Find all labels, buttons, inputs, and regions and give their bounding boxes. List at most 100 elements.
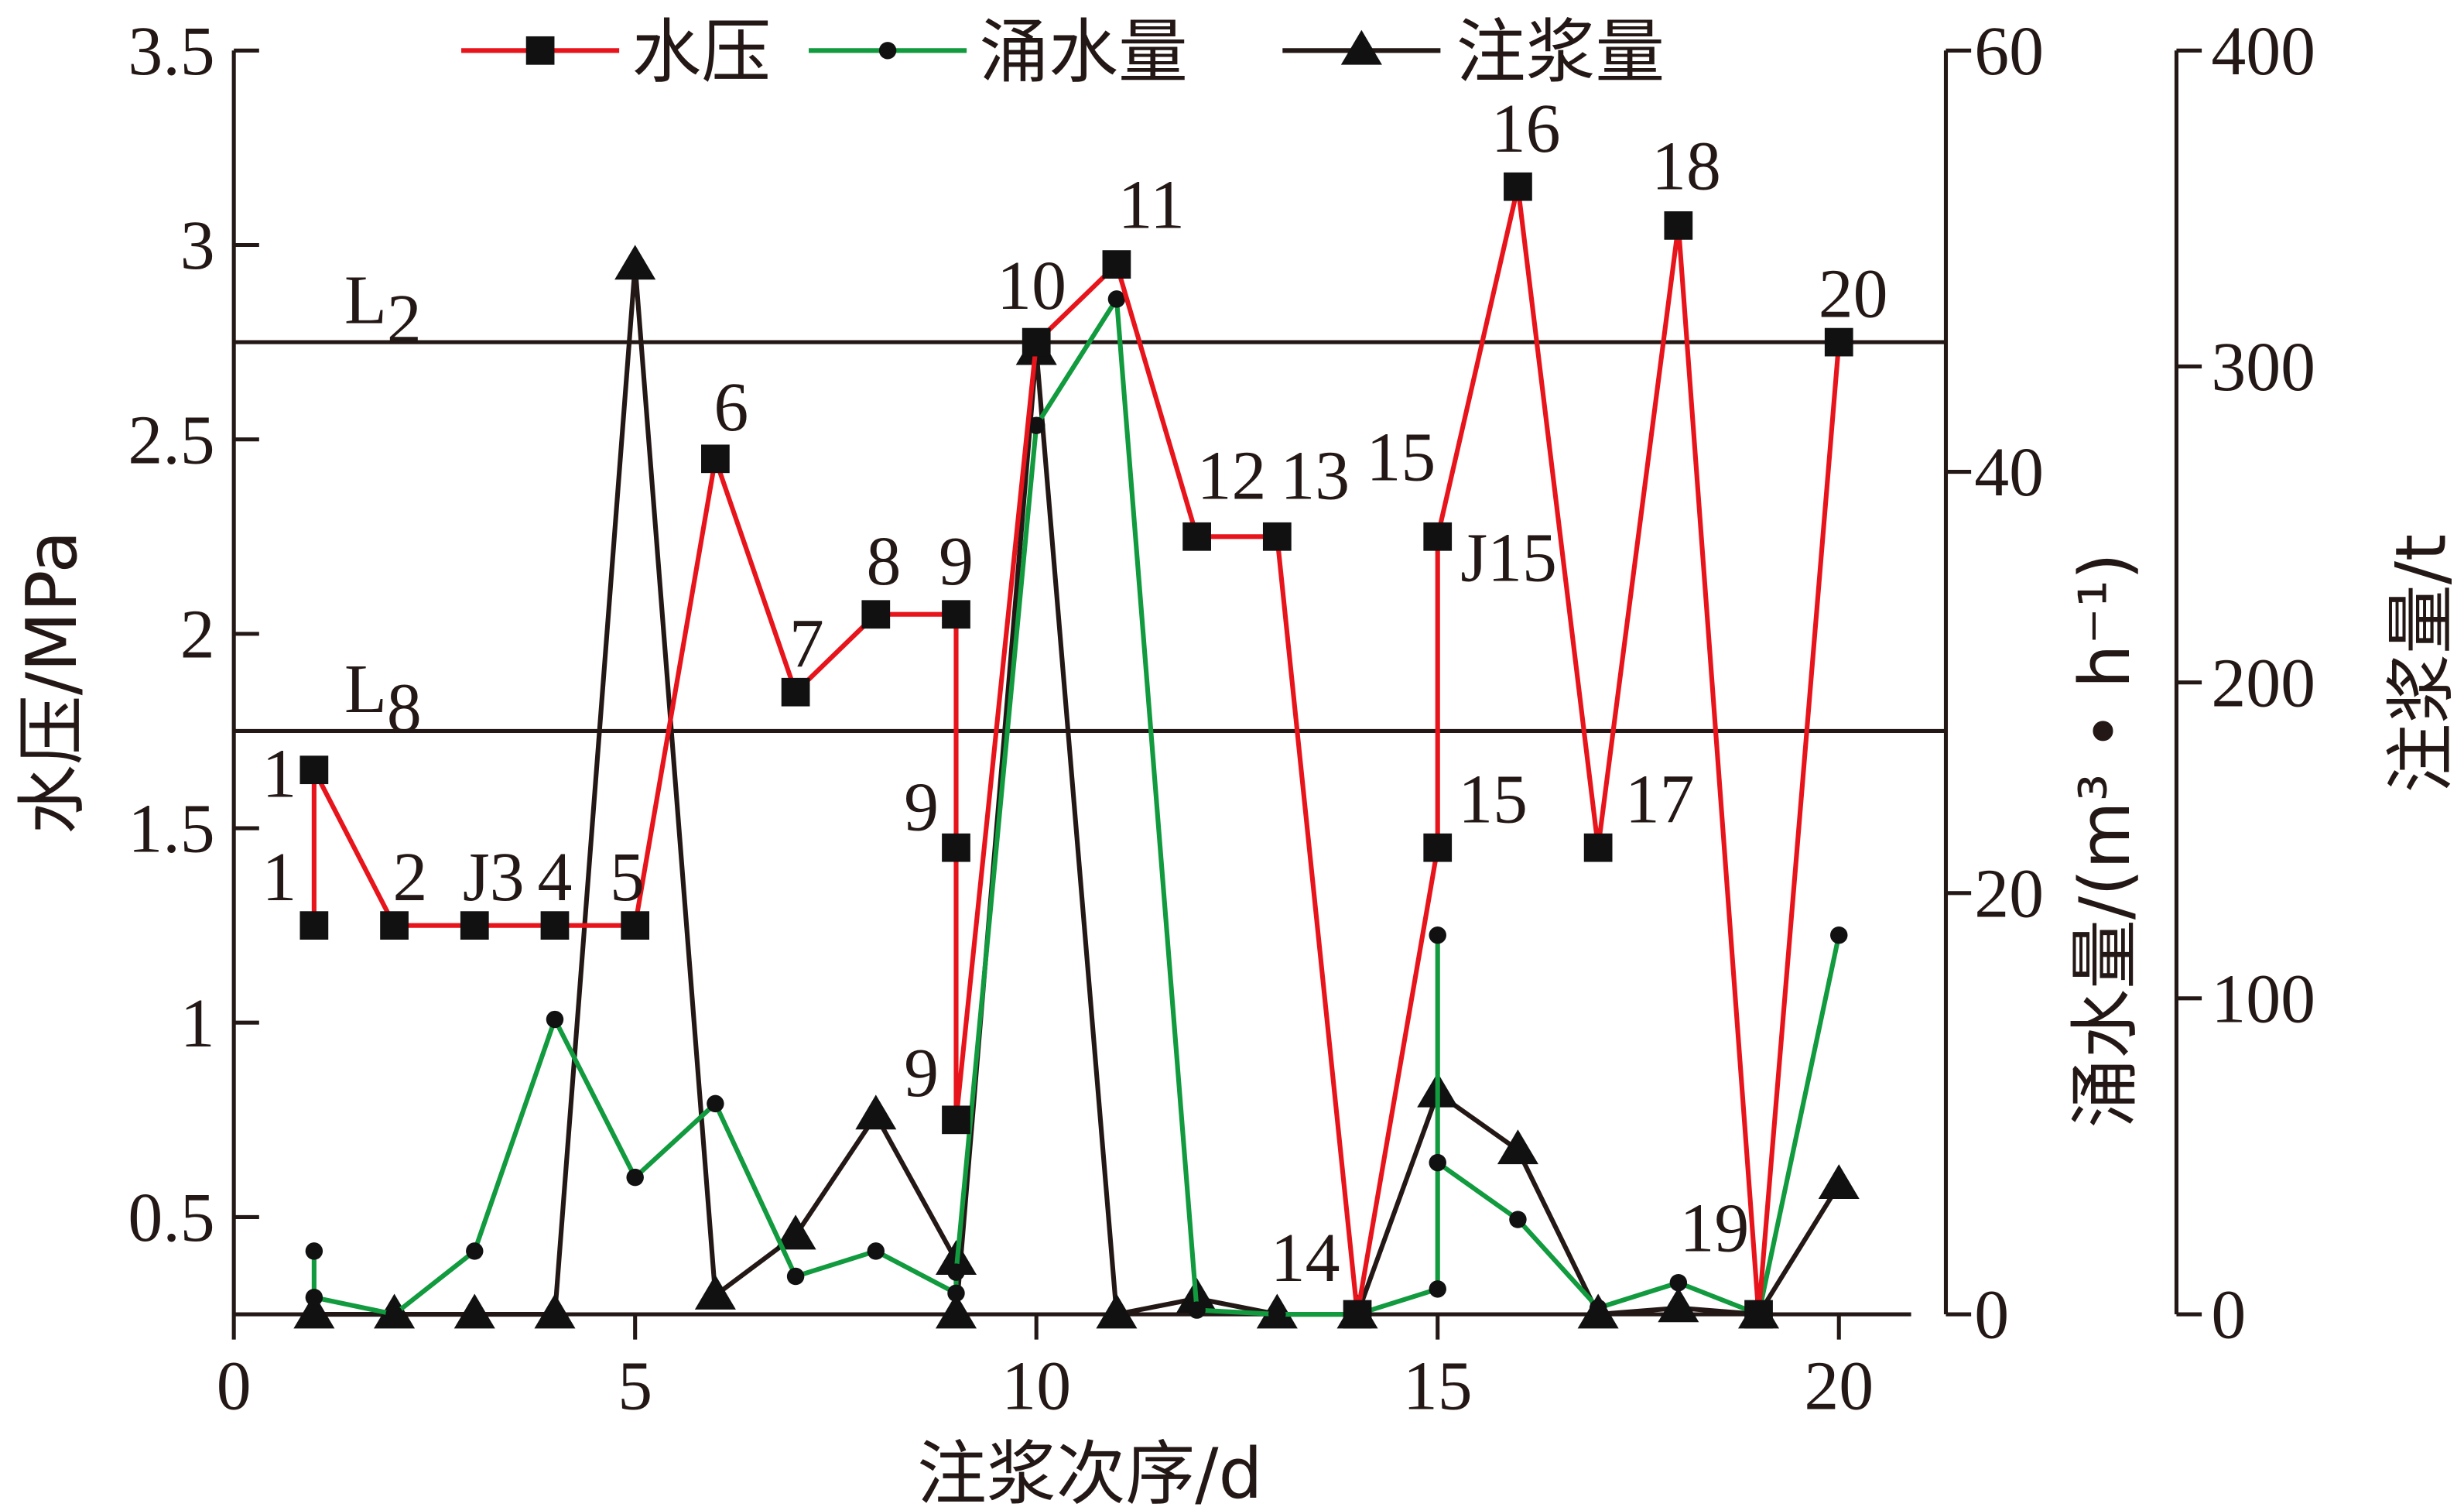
series-line (311, 292, 1842, 1318)
point-label: 18 (1651, 128, 1721, 204)
y-tick-label: 0.5 (128, 1180, 214, 1256)
marker (1262, 522, 1292, 551)
point-label: 7 (789, 606, 824, 683)
point-label: J3 (463, 839, 525, 916)
y3-tick-label: 200 (2211, 645, 2315, 721)
point-label: 9 (904, 769, 939, 846)
marker (1497, 1129, 1538, 1165)
legend-label: 涌水量 (979, 12, 1187, 93)
point-label: 20 (1819, 255, 1888, 332)
y-axis-label: 水压/MPa (12, 530, 93, 834)
marker (786, 1267, 805, 1286)
legend-label: 注浆量 (1456, 12, 1665, 93)
x-tick-label: 10 (1001, 1348, 1071, 1424)
marker (299, 911, 329, 940)
marker (293, 1293, 335, 1329)
marker (1027, 416, 1045, 434)
legend-marker (878, 42, 897, 60)
marker (621, 911, 650, 940)
marker (1429, 1153, 1446, 1172)
y2-tick-label: 40 (1974, 434, 2044, 511)
marker (861, 600, 891, 629)
marker (1107, 290, 1126, 308)
marker (855, 1094, 897, 1130)
point-label: 6 (714, 369, 748, 446)
marker (466, 1242, 484, 1260)
marker (1429, 926, 1446, 944)
marker (701, 444, 730, 474)
marker (781, 677, 810, 707)
y2-tick-label: 20 (1974, 855, 2044, 932)
y-tick-label: 1.5 (128, 791, 214, 868)
x-tick-label: 5 (618, 1348, 652, 1424)
marker (707, 1094, 724, 1113)
reference-label: L8 (344, 651, 422, 746)
point-label: 4 (538, 839, 573, 916)
marker (1664, 211, 1693, 240)
x-tick-label: 20 (1804, 1348, 1874, 1424)
legend-marker (1340, 29, 1382, 65)
marker (1589, 1299, 1607, 1317)
marker (1182, 522, 1211, 551)
y-tick-label: 2.5 (128, 402, 214, 478)
point-label: 11 (1118, 167, 1185, 244)
marker (1102, 250, 1131, 279)
reference-label-main: L (344, 651, 387, 728)
point-label: J15 (1460, 519, 1557, 596)
marker (546, 1010, 564, 1029)
y3-tick-label: 300 (2211, 329, 2315, 406)
point-label: 10 (997, 248, 1066, 324)
point-label: 9 (939, 523, 974, 600)
y-tick-label: 2 (180, 596, 215, 673)
y-tick-label: 1 (180, 985, 215, 1062)
marker (1343, 1300, 1372, 1329)
marker (460, 911, 489, 940)
marker (1583, 833, 1613, 862)
marker (1429, 1280, 1446, 1298)
y3-axis-label: 注浆量/t (2381, 534, 2462, 793)
y2-axis-label: 涌水量/(m³ • h⁻¹) (2065, 553, 2146, 1128)
marker (614, 245, 656, 280)
point-label: 2 (393, 839, 428, 916)
marker (1423, 522, 1453, 551)
y3-tick-label: 0 (2211, 1277, 2246, 1354)
marker (947, 1263, 965, 1281)
marker (1096, 1293, 1138, 1329)
y2-tick-label: 0 (1974, 1277, 2009, 1354)
reference-label: L2 (344, 262, 422, 358)
marker (305, 1242, 323, 1260)
marker (1818, 1164, 1860, 1200)
marker (385, 1305, 403, 1324)
marker (1744, 1300, 1773, 1329)
point-label: 8 (867, 523, 902, 600)
point-label: 19 (1680, 1190, 1750, 1266)
point-label: 14 (1271, 1220, 1340, 1296)
marker (453, 1293, 495, 1329)
marker (380, 911, 409, 940)
marker (775, 1214, 816, 1250)
point-label: 17 (1625, 762, 1695, 838)
reference-label-sub: 2 (387, 281, 422, 358)
marker (626, 1168, 644, 1187)
x-tick-label: 15 (1403, 1348, 1473, 1424)
marker (1658, 1287, 1699, 1323)
y-tick-label: 3.5 (128, 13, 214, 90)
marker (1022, 327, 1051, 357)
marker (867, 1242, 885, 1260)
marker (942, 833, 970, 862)
marker (534, 1293, 576, 1329)
marker (1268, 1305, 1286, 1324)
point-label: 1 (262, 735, 297, 812)
marker (942, 1105, 970, 1135)
marker (299, 755, 329, 785)
point-label: 12 (1197, 437, 1267, 514)
y2-tick-label: 60 (1974, 13, 2044, 90)
x-tick-label: 0 (217, 1348, 252, 1424)
marker (1830, 926, 1848, 944)
point-label: 9 (904, 1035, 939, 1111)
marker (947, 1284, 965, 1303)
series-line (313, 265, 1841, 1317)
y-tick-label: 3 (180, 207, 215, 284)
marker (1669, 1273, 1688, 1292)
marker (1188, 1301, 1206, 1319)
